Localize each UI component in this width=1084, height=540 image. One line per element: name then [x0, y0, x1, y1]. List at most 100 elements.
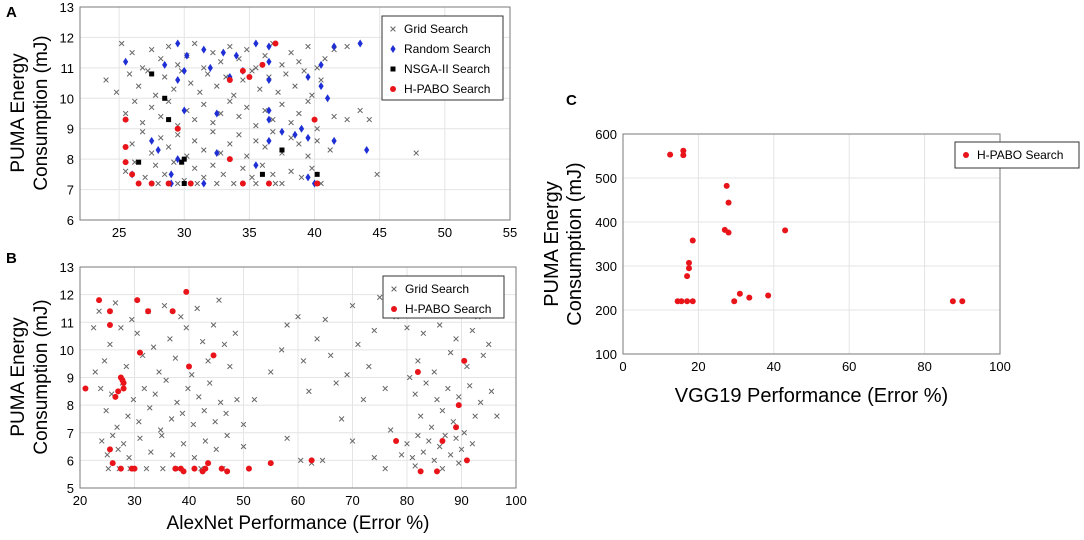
- data-point: [175, 76, 181, 85]
- data-point: [262, 107, 268, 114]
- data-point: [360, 396, 367, 403]
- x-tick-label: 60: [291, 493, 305, 508]
- data-point: [155, 180, 161, 187]
- data-point: [296, 110, 302, 117]
- data-point: [185, 385, 191, 392]
- data-point: [494, 413, 500, 419]
- data-point: [279, 127, 285, 136]
- data-point: [466, 383, 473, 389]
- data-point: [685, 265, 692, 272]
- data-point: [240, 443, 247, 450]
- data-point: [344, 116, 350, 123]
- data-point: [322, 55, 328, 62]
- data-point: [136, 349, 143, 356]
- data-point: [210, 119, 216, 126]
- data-point: [134, 330, 140, 337]
- data-point: [174, 399, 180, 406]
- y-tick-label: 6: [67, 213, 74, 228]
- data-point: [267, 369, 274, 375]
- data-point: [216, 297, 222, 303]
- data-point: [194, 305, 200, 312]
- data-point: [725, 199, 732, 206]
- data-point: [107, 341, 113, 348]
- data-point: [461, 429, 467, 436]
- data-point: [240, 77, 246, 83]
- data-point: [214, 149, 220, 158]
- data-point: [333, 380, 339, 386]
- y-tick-label: 500: [595, 171, 617, 186]
- data-point: [125, 413, 131, 419]
- x-tick-label: 80: [917, 359, 931, 374]
- data-point: [175, 155, 181, 164]
- data-point: [485, 341, 492, 348]
- data-point: [288, 135, 294, 141]
- y-tick-label: 600: [595, 127, 617, 142]
- data-point: [680, 147, 687, 154]
- x-tick-label: 55: [503, 225, 517, 240]
- data-point: [174, 180, 181, 187]
- data-point: [197, 89, 203, 95]
- data-point: [183, 288, 190, 295]
- data-point: [456, 394, 462, 400]
- y-tick-label: 9: [67, 371, 74, 386]
- data-point: [371, 454, 378, 461]
- data-point: [292, 83, 298, 89]
- data-point: [158, 113, 164, 120]
- data-point: [667, 151, 674, 158]
- data-point: [423, 380, 429, 386]
- data-point: [205, 358, 211, 364]
- data-point: [115, 446, 121, 453]
- data-point: [141, 385, 148, 392]
- data-point: [436, 443, 443, 450]
- data-point: [204, 71, 211, 77]
- data-point: [103, 407, 109, 414]
- data-point: [152, 92, 159, 98]
- y-tick-label: 13: [60, 260, 74, 275]
- data-point: [174, 132, 181, 138]
- series-random-search: [123, 39, 370, 188]
- data-point: [223, 410, 229, 417]
- data-point: [135, 83, 142, 89]
- data-point: [201, 65, 207, 71]
- data-point: [191, 116, 198, 123]
- data-point: [183, 325, 190, 331]
- data-point: [412, 463, 418, 469]
- data-point: [279, 147, 285, 153]
- data-point: [413, 150, 419, 156]
- x-tick-label: 100: [989, 359, 1011, 374]
- data-point: [214, 180, 220, 187]
- data-point: [231, 180, 237, 187]
- chart-panel-c: 0 20 40 60 80 100 100 200 300 400 500 600 PUMA Energ…: [541, 127, 1080, 407]
- data-point: [92, 369, 99, 375]
- data-point: [959, 298, 966, 305]
- y-tick-label: 7: [67, 426, 74, 441]
- y-tick-label: 10: [60, 343, 74, 358]
- data-point: [259, 162, 266, 168]
- data-point: [949, 298, 956, 305]
- data-point: [163, 377, 169, 384]
- data-point: [218, 465, 225, 472]
- data-point: [327, 147, 333, 153]
- data-point: [122, 110, 129, 117]
- data-point: [314, 138, 320, 144]
- series-grid-search: [103, 40, 419, 187]
- data-point: [464, 363, 470, 370]
- data-point: [371, 327, 378, 334]
- data-point: [149, 136, 155, 145]
- data-point: [114, 424, 120, 430]
- data-point: [417, 468, 424, 475]
- data-point: [180, 468, 187, 475]
- data-point: [201, 174, 207, 181]
- y-axis-label-line: PUMA Energy: [8, 317, 29, 437]
- data-point: [480, 352, 487, 359]
- data-point: [305, 153, 311, 159]
- data-point: [455, 402, 462, 409]
- data-point: [439, 438, 446, 445]
- data-point: [217, 150, 224, 156]
- chart-panel-a: 25 30 35 40 45 50 55 6 7 8 9 10 11 12 13 PUMA Energy Con…: [8, 0, 517, 240]
- data-point: [82, 385, 89, 392]
- data-point: [782, 227, 789, 234]
- data-point: [165, 43, 172, 50]
- data-point: [181, 66, 187, 75]
- data-point: [447, 349, 454, 356]
